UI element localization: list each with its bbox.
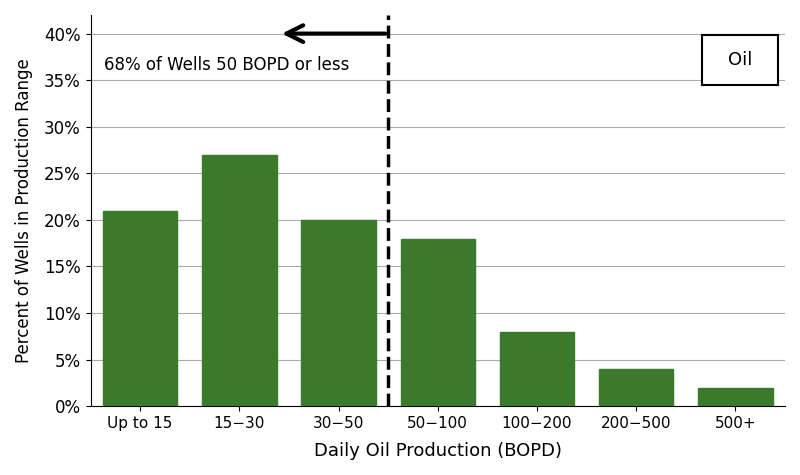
Bar <box>103 210 178 406</box>
Y-axis label: Percent of Wells in Production Range: Percent of Wells in Production Range <box>15 58 33 363</box>
Bar <box>698 388 773 406</box>
Bar <box>500 332 574 406</box>
Bar <box>202 155 277 406</box>
Bar <box>302 220 376 406</box>
X-axis label: Daily Oil Production (BOPD): Daily Oil Production (BOPD) <box>314 442 562 460</box>
Bar <box>401 238 475 406</box>
Bar <box>599 369 674 406</box>
Text: 68% of Wells 50 BOPD or less: 68% of Wells 50 BOPD or less <box>105 56 350 74</box>
